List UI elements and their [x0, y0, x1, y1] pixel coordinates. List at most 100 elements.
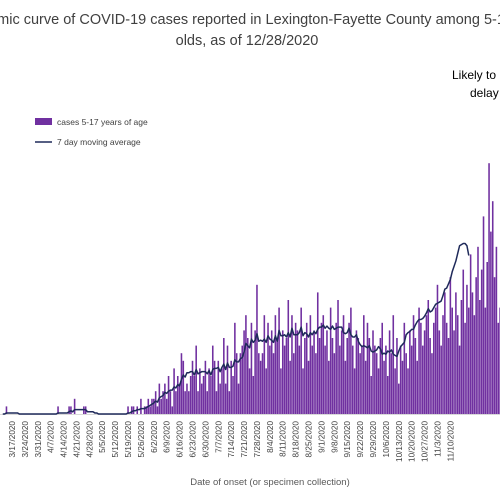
legend-line-label: 7 day moving average — [57, 137, 141, 147]
bar — [265, 368, 267, 414]
bar — [173, 368, 175, 414]
bar — [445, 322, 448, 414]
bar — [331, 338, 334, 414]
bar — [453, 330, 455, 414]
bar — [403, 322, 406, 414]
x-tick-label: 4/7/2020 — [47, 421, 56, 453]
legend-bar-label: cases 5-17 years of age — [57, 117, 148, 127]
bar — [368, 338, 371, 414]
bar — [237, 383, 240, 414]
bar — [278, 307, 280, 414]
bar — [186, 383, 188, 414]
bar — [199, 368, 201, 414]
bar — [495, 246, 498, 414]
x-tick-label: 10/20/2020 — [408, 421, 417, 462]
bar — [143, 406, 146, 414]
bar — [490, 231, 492, 414]
bar — [390, 353, 393, 414]
bar — [324, 345, 326, 414]
bar — [381, 322, 383, 414]
bar — [388, 330, 391, 414]
x-tick-label: 7/14/2020 — [227, 421, 236, 458]
chart-title-line2: olds, as of 12/28/2020 — [176, 33, 319, 49]
bar — [298, 345, 301, 414]
bar — [313, 330, 315, 414]
bar — [228, 391, 231, 414]
bar — [189, 376, 192, 414]
bar — [309, 315, 312, 414]
bar — [451, 307, 453, 414]
bar — [193, 376, 196, 414]
bar — [460, 300, 463, 414]
x-tick-label: 4/28/2020 — [85, 421, 94, 458]
bar — [372, 330, 374, 414]
bar — [208, 368, 210, 414]
bar — [254, 330, 256, 414]
x-tick-label: 6/9/2020 — [163, 421, 172, 453]
x-tick-label: 7/7/2020 — [214, 421, 223, 453]
x-tick-label: 8/4/2020 — [266, 421, 275, 453]
bar — [447, 338, 450, 414]
bar — [311, 345, 314, 414]
bar — [171, 406, 174, 414]
bar — [355, 330, 358, 414]
bar — [475, 277, 477, 414]
bar — [491, 201, 494, 414]
bar — [329, 307, 332, 414]
bar — [375, 353, 378, 414]
bar — [263, 315, 266, 414]
bar — [73, 398, 76, 414]
x-tick-label: 4/14/2020 — [60, 421, 69, 458]
bar — [353, 368, 356, 414]
bar — [304, 338, 306, 414]
bar — [468, 307, 470, 414]
x-tick-labels: 3/17/2020 3/24/2020 3/31/2020 4/7/2020 4/14/… — [8, 421, 455, 462]
bar — [219, 383, 221, 414]
bar — [204, 360, 207, 414]
bar — [140, 398, 142, 414]
bar — [256, 284, 258, 414]
bar — [350, 307, 352, 414]
bar — [440, 345, 442, 414]
bar — [202, 376, 205, 414]
bar — [328, 360, 330, 414]
bar — [398, 383, 400, 414]
bar — [482, 216, 485, 414]
bar — [364, 360, 367, 414]
bar — [5, 406, 8, 414]
bar — [241, 345, 244, 414]
x-tick-label: 10/13/2020 — [395, 421, 404, 462]
bar — [370, 376, 372, 414]
bar — [322, 315, 325, 414]
bar — [217, 360, 220, 414]
bar — [182, 360, 185, 414]
bar — [431, 353, 433, 414]
bar — [486, 262, 488, 414]
bar — [281, 330, 284, 414]
bar — [385, 345, 387, 414]
bar — [479, 300, 481, 414]
x-tick-label: 6/2/2020 — [150, 421, 159, 453]
bar — [401, 360, 404, 414]
bar — [399, 345, 402, 414]
x-tick-label: 6/30/2020 — [201, 421, 210, 458]
bar — [471, 292, 474, 414]
bar — [410, 345, 413, 414]
bar — [167, 376, 170, 414]
bar — [289, 360, 291, 414]
bar — [335, 322, 337, 414]
bar — [154, 391, 157, 414]
bar — [230, 360, 232, 414]
bar — [239, 353, 242, 414]
bar — [427, 300, 430, 414]
bar — [383, 360, 385, 414]
bar — [175, 391, 177, 414]
bar — [245, 315, 247, 414]
bar — [412, 315, 415, 414]
x-tick-label: 7/21/2020 — [240, 421, 249, 458]
bar — [484, 307, 487, 414]
bar — [206, 391, 209, 414]
bar — [421, 345, 424, 414]
bar — [433, 322, 435, 414]
